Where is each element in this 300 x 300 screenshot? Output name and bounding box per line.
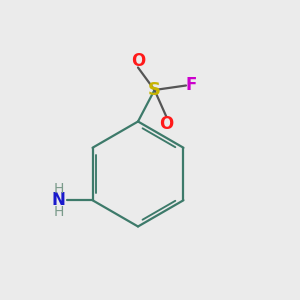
Text: N: N bbox=[52, 191, 66, 209]
Text: S: S bbox=[148, 81, 161, 99]
Text: H: H bbox=[53, 182, 64, 196]
Text: F: F bbox=[186, 76, 197, 94]
Text: H: H bbox=[53, 205, 64, 219]
Text: O: O bbox=[159, 115, 174, 133]
Text: O: O bbox=[131, 52, 145, 70]
